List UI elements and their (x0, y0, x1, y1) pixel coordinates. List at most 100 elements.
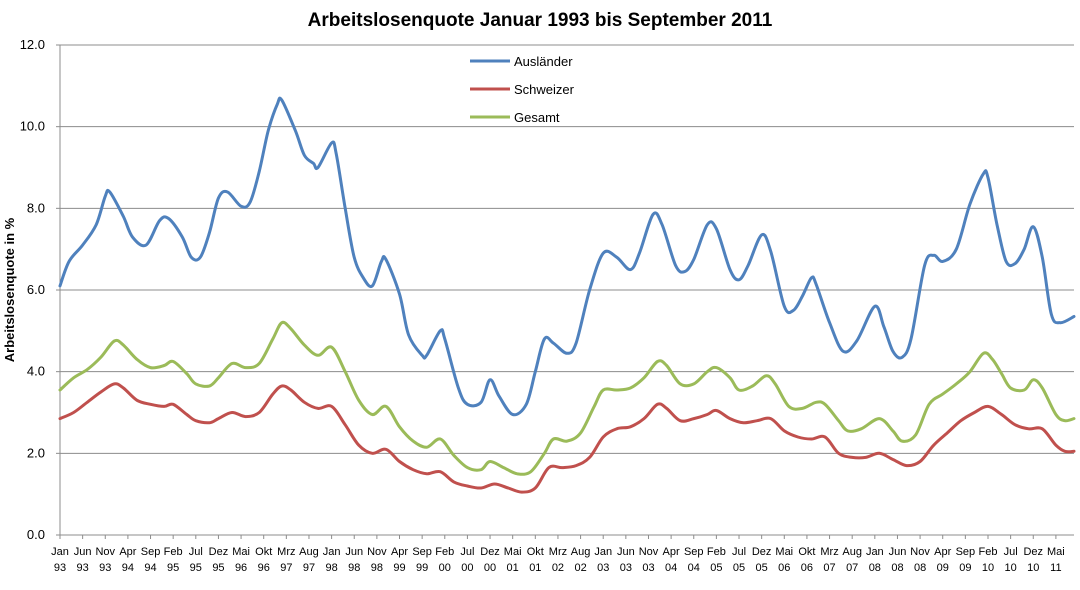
x-tick-label-month: Jul (189, 546, 203, 558)
y-tick-label: 8.0 (27, 200, 45, 215)
y-tick-label: 0.0 (27, 527, 45, 542)
x-tick-label-month: Aug (299, 546, 319, 558)
x-tick-label-year: 95 (167, 562, 179, 574)
x-tick-label-year: 08 (914, 562, 926, 574)
x-tick-label-month: Sep (412, 546, 432, 558)
x-tick-label-year: 96 (258, 562, 270, 574)
x-tick-label-year: 93 (77, 562, 89, 574)
x-tick-label-year: 10 (1027, 562, 1039, 574)
x-tick-label-month: Mai (504, 546, 522, 558)
x-tick-label-month: Mrz (820, 546, 838, 558)
x-tick-label-year: 02 (552, 562, 564, 574)
legend-label: Schweizer (514, 82, 575, 97)
x-tick-label-month: Jan (323, 546, 341, 558)
x-tick-label-month: Mai (775, 546, 793, 558)
legend-label: Gesamt (514, 110, 560, 125)
x-tick-label-year: 02 (574, 562, 586, 574)
legend: Ausländer Schweizer Gesamt (470, 54, 575, 125)
x-tick-label-month: Okt (527, 546, 544, 558)
series-line-2 (58, 320, 1076, 476)
y-axis-ticks: 0.0 2.0 4.0 6.0 8.0 10.0 12.0 (20, 37, 60, 542)
x-tick-label-month: Jun (617, 546, 635, 558)
x-tick-label-year: 97 (280, 562, 292, 574)
x-tick-label-year: 07 (823, 562, 835, 574)
x-tick-label-month: Apr (119, 546, 136, 558)
y-axis-label: Arbeitslosenquote in % (2, 217, 17, 362)
x-tick-label-month: Jul (460, 546, 474, 558)
x-tick-label-year: 00 (484, 562, 496, 574)
series-line-1 (58, 382, 1076, 494)
x-tick-label-year: 93 (54, 562, 66, 574)
x-tick-label-year: 10 (982, 562, 994, 574)
x-tick-label-month: Jun (345, 546, 363, 558)
x-tick-label-month: Mrz (549, 546, 567, 558)
x-tick-label-year: 11 (1050, 562, 1061, 574)
x-tick-label-year: 94 (122, 562, 134, 574)
x-tick-label-year: 10 (1005, 562, 1017, 574)
x-tick-label-year: 05 (733, 562, 745, 574)
x-tick-label-year: 08 (869, 562, 881, 574)
x-tick-label-year: 05 (710, 562, 722, 574)
x-tick-label-month: Dez (480, 546, 500, 558)
x-tick-label-year: 01 (507, 562, 519, 574)
x-axis-ticks: Jan 93 Jun 93 Nov 93 Apr 94 Sep 94 Feb 95 Jul 95 Dez 95… (51, 535, 1065, 574)
x-tick-label-month: Apr (934, 546, 951, 558)
y-tick-label: 4.0 (27, 364, 45, 379)
x-tick-label-year: 00 (461, 562, 473, 574)
x-tick-label-year: 04 (688, 562, 700, 574)
x-tick-label-year: 04 (665, 562, 677, 574)
x-tick-label-year: 09 (959, 562, 971, 574)
grid-lines (60, 44, 1074, 454)
x-tick-label-year: 98 (348, 562, 360, 574)
x-tick-label-year: 08 (891, 562, 903, 574)
x-tick-label-year: 00 (439, 562, 451, 574)
x-tick-label-month: Apr (391, 546, 408, 558)
x-tick-label-month: Jun (74, 546, 92, 558)
y-tick-label: 6.0 (27, 282, 45, 297)
x-tick-label-year: 03 (642, 562, 654, 574)
x-tick-label-year: 06 (801, 562, 813, 574)
x-tick-label-year: 99 (393, 562, 405, 574)
x-tick-label-year: 05 (756, 562, 768, 574)
x-tick-label-month: Dez (209, 546, 229, 558)
x-tick-label-month: Mai (232, 546, 250, 558)
x-tick-label-month: Feb (979, 546, 998, 558)
x-tick-label-month: Jan (866, 546, 884, 558)
x-tick-label-month: Nov (910, 546, 930, 558)
legend-label: Ausländer (514, 54, 573, 69)
x-tick-label-month: Okt (798, 546, 815, 558)
chart-title: Arbeitslosenquote Januar 1993 bis Septem… (307, 10, 773, 31)
x-tick-label-month: Jul (732, 546, 746, 558)
x-tick-label-year: 99 (416, 562, 428, 574)
x-tick-label-month: Sep (684, 546, 704, 558)
x-tick-label-month: Jun (889, 546, 907, 558)
x-tick-label-month: Dez (752, 546, 772, 558)
x-tick-label-month: Aug (842, 546, 862, 558)
x-tick-label-year: 98 (371, 562, 383, 574)
x-tick-label-month: Feb (435, 546, 454, 558)
x-tick-label-year: 93 (99, 562, 111, 574)
x-tick-label-year: 03 (597, 562, 609, 574)
x-tick-label-year: 96 (235, 562, 247, 574)
y-tick-label: 12.0 (20, 37, 45, 52)
x-tick-label-year: 95 (190, 562, 202, 574)
x-tick-label-year: 06 (778, 562, 790, 574)
x-tick-label-year: 01 (529, 562, 541, 574)
x-tick-label-month: Feb (707, 546, 726, 558)
x-tick-label-month: Mai (1047, 546, 1065, 558)
x-tick-label-month: Nov (95, 546, 115, 558)
x-tick-label-year: 09 (937, 562, 949, 574)
x-tick-label-year: 07 (846, 562, 858, 574)
y-tick-label: 2.0 (27, 445, 45, 460)
x-tick-label-month: Dez (1023, 546, 1043, 558)
x-tick-label-year: 98 (325, 562, 337, 574)
x-tick-label-year: 95 (212, 562, 224, 574)
x-tick-label-year: 97 (303, 562, 315, 574)
x-tick-label-month: Okt (255, 546, 272, 558)
x-tick-label-month: Jan (51, 546, 69, 558)
x-tick-label-year: 03 (620, 562, 632, 574)
x-tick-label-month: Jan (594, 546, 612, 558)
x-tick-label-month: Jul (1004, 546, 1018, 558)
x-tick-label-month: Sep (141, 546, 161, 558)
